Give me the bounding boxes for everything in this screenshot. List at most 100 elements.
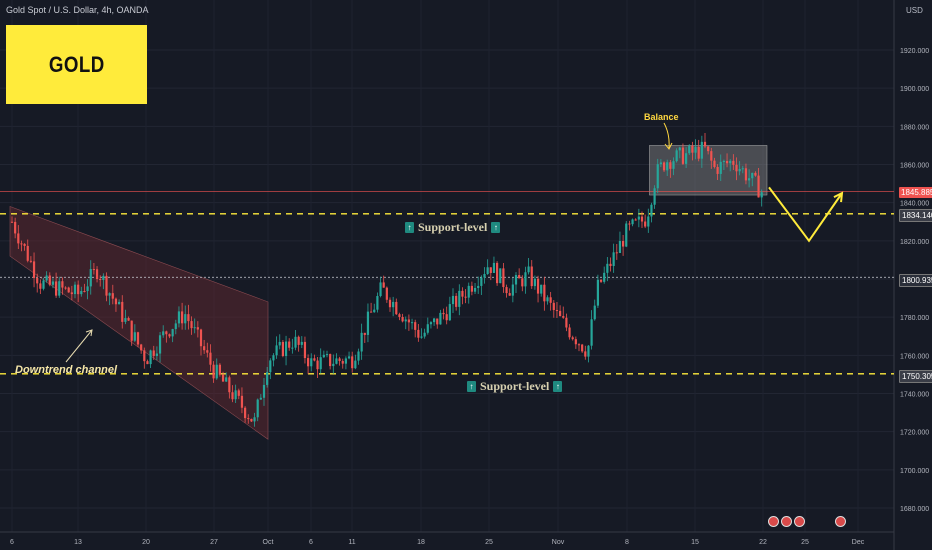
balance-arrowhead xyxy=(664,142,673,150)
candle-body xyxy=(524,272,527,287)
candle-body xyxy=(234,390,237,400)
candle-body xyxy=(124,318,127,322)
candle-body xyxy=(685,153,688,164)
candle-body xyxy=(637,216,640,220)
candle-body xyxy=(152,350,155,356)
candle-body xyxy=(398,314,401,317)
candle-body xyxy=(697,146,700,159)
downtrend-arrowhead xyxy=(85,329,93,337)
candle-body xyxy=(748,178,751,181)
candle-body xyxy=(199,329,203,347)
candle-body xyxy=(168,334,171,337)
candle-body xyxy=(593,305,596,320)
candle-body xyxy=(14,221,17,234)
x-tick-label: 22 xyxy=(759,539,767,546)
candle-body xyxy=(26,245,29,261)
candle-body xyxy=(584,351,587,357)
currency-label: USD xyxy=(906,6,923,15)
candle-body xyxy=(108,293,111,296)
event-flag-icon[interactable] xyxy=(794,516,805,527)
candle-body xyxy=(735,164,738,172)
candle-body xyxy=(143,350,146,362)
candle-body xyxy=(744,168,748,181)
candle-body xyxy=(284,341,288,357)
candle-body xyxy=(675,150,678,162)
candle-body xyxy=(64,287,67,289)
candle-body xyxy=(221,374,225,382)
candle-body xyxy=(527,266,530,273)
candle-body xyxy=(73,284,77,295)
candle-body xyxy=(149,350,152,365)
candle-body xyxy=(360,332,363,352)
candle-body xyxy=(80,290,83,295)
candle-body xyxy=(581,344,584,352)
candle-body xyxy=(240,395,244,408)
candle-body xyxy=(458,290,461,307)
candle-body xyxy=(32,261,36,278)
candle-body xyxy=(370,311,373,313)
candle-body xyxy=(754,172,757,176)
candle-body xyxy=(209,352,212,365)
downtrend-arrow xyxy=(65,329,93,363)
y-tick-label: 1860.000 xyxy=(900,163,929,170)
candle-body xyxy=(136,332,140,345)
candle-body xyxy=(653,188,656,205)
gold-label-box: GOLD xyxy=(6,25,147,104)
candle-body xyxy=(681,147,685,164)
candle-body xyxy=(410,322,414,324)
x-tick-label: 8 xyxy=(625,539,629,546)
candle-body xyxy=(480,277,483,286)
candle-body xyxy=(694,146,697,153)
candle-body xyxy=(341,361,344,364)
candle-body xyxy=(650,204,653,217)
support-upper-price-badge: 1834.140 xyxy=(899,209,932,222)
candle-body xyxy=(530,266,533,287)
candle-body xyxy=(373,309,376,313)
candle-body xyxy=(275,345,278,356)
support-level-label-upper: ↑ Support-level ↑ xyxy=(405,220,501,235)
candle-body xyxy=(725,160,729,164)
x-tick-label: Dec xyxy=(852,539,865,546)
event-flag-icon[interactable] xyxy=(768,516,779,527)
candle-body xyxy=(729,160,732,164)
candle-body xyxy=(757,175,760,198)
x-tick-label: 15 xyxy=(691,539,699,546)
candle-body xyxy=(127,318,130,321)
candle-body xyxy=(297,336,300,345)
candle-body xyxy=(751,172,754,179)
candle-body xyxy=(574,339,577,345)
candle-body xyxy=(688,145,691,154)
candle-body xyxy=(300,341,303,345)
candle-body xyxy=(36,277,39,284)
support-level-label-lower: ↑ Support-level ↑ xyxy=(467,379,563,394)
event-flag-icon[interactable] xyxy=(781,516,792,527)
candle-body xyxy=(256,399,259,418)
candle-body xyxy=(218,364,221,375)
candle-body xyxy=(615,252,618,254)
event-flag-icon[interactable] xyxy=(835,516,846,527)
candle-body xyxy=(354,360,357,369)
economic-events-row[interactable] xyxy=(768,516,846,527)
x-tick-label: 27 xyxy=(210,539,218,546)
candle-body xyxy=(61,281,64,288)
candle-body xyxy=(237,390,240,396)
candle-body xyxy=(51,281,55,285)
candle-body xyxy=(521,278,524,287)
y-tick-label: 1880.000 xyxy=(900,124,929,131)
candle-body xyxy=(738,168,741,172)
y-tick-label: 1680.000 xyxy=(900,506,929,513)
x-tick-label: 18 xyxy=(417,539,425,546)
candle-body xyxy=(262,384,266,398)
x-tick-label: Oct xyxy=(263,539,274,546)
projection-path xyxy=(768,186,843,243)
candle-body xyxy=(587,345,590,357)
candle-body xyxy=(590,319,593,346)
candle-body xyxy=(165,331,168,335)
candle-body xyxy=(231,392,234,400)
candle-body xyxy=(23,243,26,246)
candle-body xyxy=(291,347,294,349)
candle-body xyxy=(499,268,502,284)
candle-body xyxy=(477,285,480,288)
candle-body xyxy=(451,295,455,305)
